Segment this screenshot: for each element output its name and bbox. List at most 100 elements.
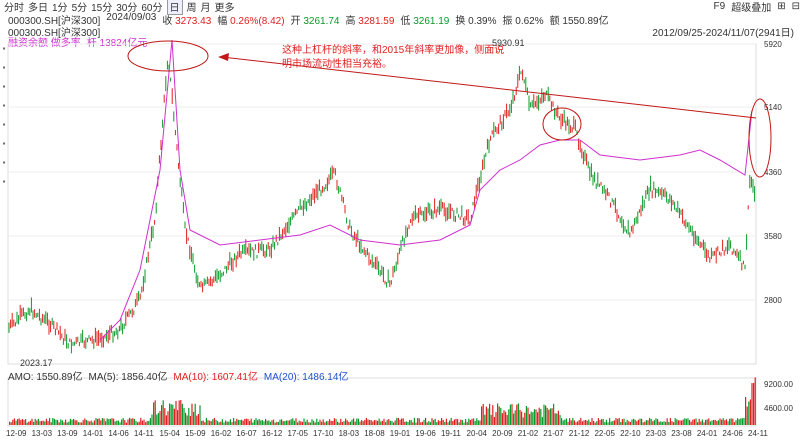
period-tab[interactable]: 30分 [116,3,138,14]
volume-bar [431,418,433,425]
sidebar-icon[interactable]: ▪ [2,63,6,72]
volume-bar [132,418,134,425]
f9-button[interactable]: F9 [713,1,726,12]
volume-bar [738,419,740,425]
volume-bar [645,420,647,425]
volume-bar [44,421,46,425]
period-tab[interactable]: 周 [186,3,197,14]
volume-bar [82,420,84,425]
volume-bar [356,418,358,425]
turnover-value: 0.39% [468,16,497,27]
volume-bar [711,420,713,425]
volume-bar [194,403,196,425]
volume-bar [84,418,86,425]
volume-bar [417,418,419,425]
arrow-head [218,53,229,61]
sidebar-icon[interactable]: ▪ [2,120,6,129]
volume-bar [146,421,148,425]
volume-bar [199,405,201,425]
volume-bar [386,419,388,425]
volume-bar [514,410,516,425]
volume-bar [181,403,183,425]
volume-bar [717,420,719,425]
volume-bar [244,418,246,425]
volume-bar [636,421,638,425]
volume-bar [97,418,99,425]
volume-bar [361,420,363,425]
volume-bar [273,419,275,425]
volume-bar [170,404,172,425]
volume-bar [60,419,62,425]
volume-bar [359,421,361,425]
volume-bar [109,418,111,425]
volume-bar [106,418,108,425]
volume-bar [537,412,539,425]
period-tab[interactable]: 多日 [28,3,48,14]
x-tick-label: 12-09 [6,429,27,438]
volume-bar [229,419,231,425]
volume-bar [633,418,635,425]
sidebar-icon[interactable]: ▪ [2,82,6,91]
volume-bar [49,417,51,425]
volume-bar [401,418,403,425]
volume-bar [327,421,329,425]
volume-bar [329,419,331,425]
period-tab[interactable]: 月 [200,3,211,14]
annotation-ellipse-2021 [542,107,582,141]
overlay-button[interactable]: 超级叠加 [731,3,772,14]
period-tab[interactable]: 分时 [4,3,24,14]
layout2-icon[interactable]: ⊟ [791,1,800,12]
volume-bar [311,419,313,425]
volume-bar [548,409,550,425]
period-tab[interactable]: 1分 [52,3,68,14]
sidebar-icon[interactable]: ▪ [2,139,6,148]
volume-bar [573,420,575,425]
volume-bar [321,421,323,425]
volume-bar [369,420,371,425]
y-tick-label: 5140 [764,103,782,112]
volume-bar [81,422,83,425]
sidebar-icon[interactable]: ▪ [2,177,6,186]
period-tab-day[interactable]: 日 [166,0,183,15]
sidebar-icon[interactable]: ▪ [2,44,6,53]
period-tab-more[interactable]: 更多 [214,3,235,14]
volume-bar [180,399,182,425]
volume-bar [509,404,511,425]
volume-bar [239,420,241,425]
volume-bar [503,410,505,425]
volume-bar [556,413,558,425]
volume-bar [87,420,89,425]
volume-bar [241,419,243,425]
volume-bar [263,421,265,425]
volume-bar [753,382,755,425]
volume-bar [477,420,479,425]
sidebar-icon[interactable]: ▪ [2,158,6,167]
volume-bar [450,417,452,425]
volume-bar [113,418,115,425]
volume-bar [247,418,249,425]
period-tab[interactable]: 5分 [71,3,88,14]
sidebar-icon[interactable]: ▪ [2,101,6,110]
volume-bar [706,419,708,425]
volume-bar [690,421,692,425]
volume-bar [722,418,724,425]
volume-bar [697,422,699,425]
volume-bar [437,420,439,425]
volume-bar [559,414,561,425]
volume-bar [615,418,617,425]
volume-bar [657,419,659,425]
period-tab[interactable]: 60分 [141,3,163,14]
x-tick-label: 23-08 [671,429,692,438]
layout-icon[interactable]: ⊞ [777,1,786,12]
volume-bar [319,419,321,425]
volume-bar [737,418,739,425]
volume-bar [196,415,198,425]
volume-bar [193,411,195,425]
volume-bar [626,419,628,425]
volume-bar [474,421,476,425]
ma20-label: MA(20): 1486.14亿 [263,372,349,383]
period-tab[interactable]: 15分 [91,3,113,14]
annotation-text: 这种上杠杆的斜率，和2015年斜率更加像，侧面说明市场流动性相当充裕。 [282,45,505,70]
volume-bar [255,418,257,425]
